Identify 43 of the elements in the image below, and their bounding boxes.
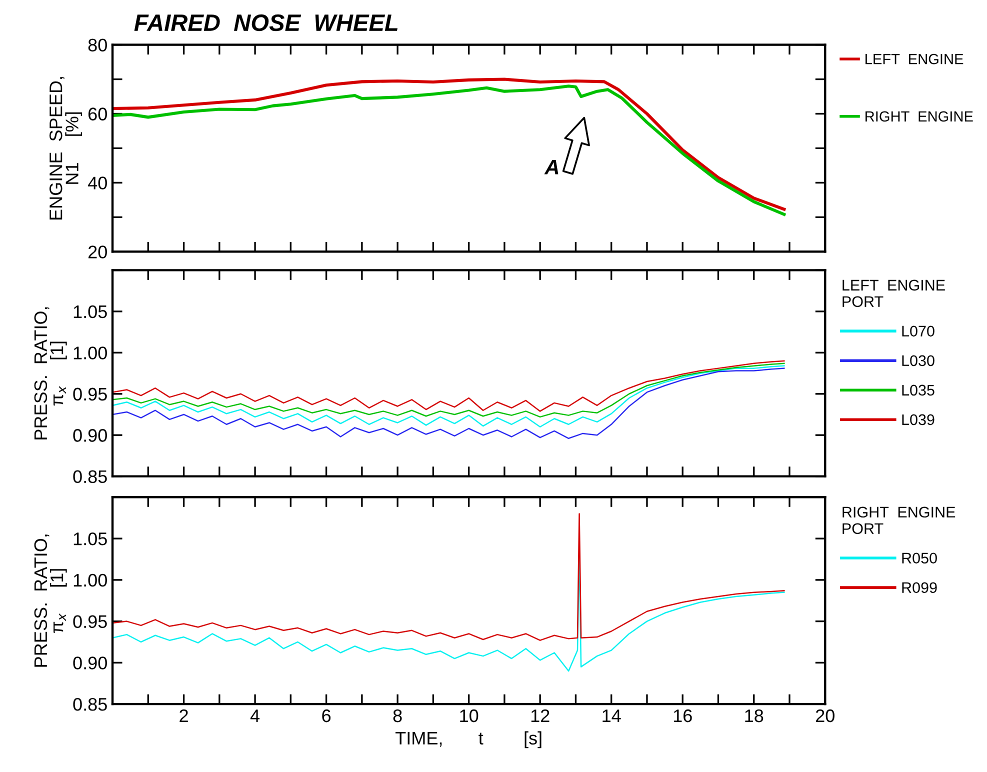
y-tick-label: 0.90: [73, 429, 107, 442]
y-tick-label: 0.95: [73, 388, 107, 401]
legend-label: L030: [902, 355, 934, 366]
legend-label: RIGHT ENGINE: [866, 111, 973, 122]
legend-label: R050: [902, 552, 937, 564]
x-tick-label: 12: [531, 709, 550, 722]
y-tick-label: 0.85: [73, 698, 107, 711]
legend-title: LEFT ENGINE PORT: [842, 280, 945, 308]
line-series: [112, 365, 785, 428]
line-series: [112, 368, 785, 440]
x-tick-label: 16: [674, 709, 692, 722]
y-axis-title: ENGINE SPEED, N1 [%]: [49, 77, 82, 220]
y-tick-label: 20: [88, 246, 107, 258]
x-tick-label: 18: [745, 709, 764, 722]
text: PRESS. RATIO, π$_{x}$ [1]: [34, 307, 67, 440]
text: PRESS. RATIO, π$_{x}$ [1]: [34, 534, 67, 667]
y-tick-label: 40: [88, 176, 107, 190]
y-tick-label: 0.85: [73, 470, 107, 484]
x-tick-label: 14: [602, 710, 621, 722]
y-tick-label: 80: [88, 38, 107, 52]
y-tick-label: 1.00: [74, 574, 107, 587]
legend-label: LEFT ENGINE: [866, 54, 964, 64]
line-series: [112, 513, 785, 641]
y-tick-label: 1.00: [74, 346, 107, 360]
chart-title: FAIRED NOSE WHEEL: [134, 14, 398, 32]
y-tick-label: 1.05: [74, 532, 107, 546]
legend-label: R099: [902, 582, 937, 594]
x-tick-label: 20: [816, 709, 834, 722]
legend-title: RIGHT ENGINE PORT: [842, 506, 956, 534]
x-tick-label: 6: [322, 709, 331, 722]
y-tick-label: 60: [88, 108, 107, 120]
x-tick-label: 2: [180, 709, 188, 722]
legend-label: L039: [902, 414, 934, 426]
legend-label: L070: [902, 326, 934, 337]
legend-label: L035: [902, 384, 934, 396]
y-tick-label: 0.95: [73, 615, 107, 628]
x-tick-label: 8: [393, 709, 402, 722]
x-axis-title: TIME, t [s]: [396, 731, 542, 748]
y-tick-label: 1.05: [74, 305, 107, 318]
x-tick-label: 4: [250, 710, 260, 722]
annotation: A: [544, 160, 558, 174]
y-tick-label: 0.90: [73, 656, 107, 670]
x-tick-label: 10: [460, 709, 478, 722]
